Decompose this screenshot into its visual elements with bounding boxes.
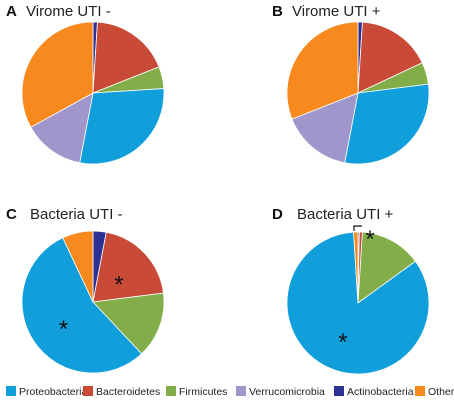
panel-c-pie: **	[21, 230, 165, 374]
pie-d-star-bacteroidetes: *	[365, 226, 374, 253]
panel-c-letter: C	[6, 206, 17, 223]
legend-swatch-actinobacteria	[334, 386, 344, 396]
panel-d: D Bacteria UTI + **	[272, 206, 430, 375]
legend-label-other: Other	[428, 386, 454, 398]
legend-swatch-other	[415, 386, 425, 396]
panel-a-letter: A	[6, 3, 17, 20]
pie-d-slice-firmicutes	[357, 231, 416, 304]
pie-d-slice-other	[353, 231, 359, 304]
legend-label-verrucomicrobia: Verrucomicrobia	[249, 386, 325, 398]
pie-c-slice-proteobacteria	[21, 237, 143, 374]
legend-swatch-proteobacteria	[6, 386, 16, 396]
legend-label-actinobacteria: Actinobacteria	[347, 386, 414, 398]
pie-b-slice-verrucomicrobia	[291, 92, 359, 164]
pie-b-slice-bacteroidetes	[357, 21, 423, 94]
panel-a-pie	[21, 21, 165, 165]
pie-a-slice-bacteroidetes	[92, 21, 160, 94]
pie-c-star-proteobacteria: *	[59, 316, 68, 343]
panel-c: C Bacteria UTI - **	[6, 206, 165, 374]
pie-b-slice-proteobacteria	[344, 83, 430, 165]
pie-a-slice-proteobacteria	[79, 88, 165, 165]
pie-d-slice-proteobacteria	[286, 231, 430, 375]
pie-a-slice-verrucomicrobia	[30, 92, 94, 164]
pie-a-slice-other	[21, 21, 94, 128]
panel-b-title: Virome UTI +	[292, 3, 381, 20]
pie-c-star-bacteroidetes: *	[114, 272, 123, 299]
panel-b-pie	[286, 21, 430, 165]
pie-c-slice-firmicutes	[92, 292, 165, 355]
panel-d-title: Bacteria UTI +	[297, 206, 394, 223]
legend-label-proteobacteria: Proteobacteria	[19, 386, 87, 398]
pie-c-slice-other	[62, 230, 94, 303]
legend-swatch-verrucomicrobia	[236, 386, 246, 396]
legend: Proteobacteria Bacteroidetes Firmicutes Ver…	[6, 386, 454, 398]
panel-d-pie: **	[286, 225, 430, 375]
pie-d-star-proteobacteria: *	[338, 329, 347, 356]
pie-c-slice-bacteroidetes	[92, 231, 164, 303]
panel-a: A Virome UTI -	[6, 3, 165, 165]
legend-swatch-firmicutes	[166, 386, 176, 396]
pie-d-bracket	[353, 225, 362, 231]
panel-d-letter: D	[272, 206, 283, 223]
panel-b-letter: B	[272, 3, 283, 20]
legend-label-firmicutes: Firmicutes	[179, 386, 227, 398]
legend-label-bacteroidetes: Bacteroidetes	[96, 386, 160, 398]
panel-a-title: Virome UTI -	[26, 3, 111, 20]
legend-swatch-bacteroidetes	[83, 386, 93, 396]
panel-b: B Virome UTI +	[272, 3, 430, 165]
panel-c-title: Bacteria UTI -	[30, 206, 123, 223]
pie-b-slice-other	[286, 21, 359, 120]
